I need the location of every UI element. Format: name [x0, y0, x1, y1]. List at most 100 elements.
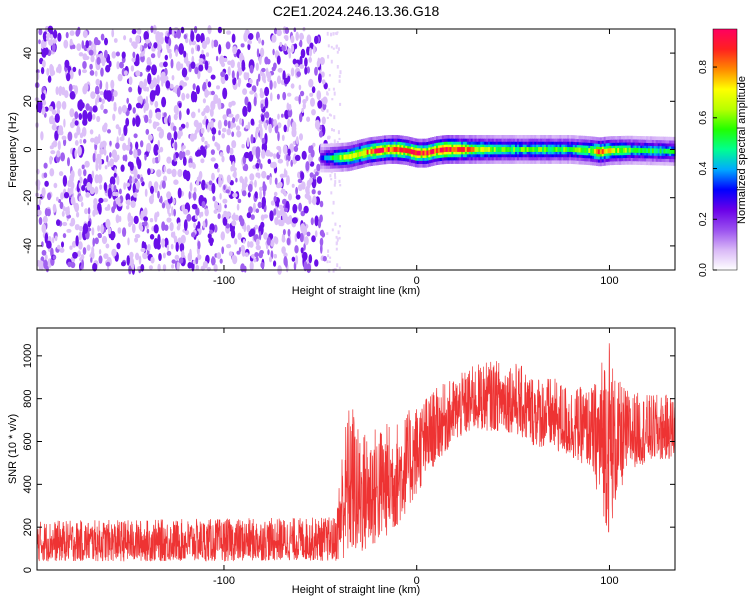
noise-cell [91, 170, 95, 179]
noise-cell [260, 221, 265, 229]
noise-cell [161, 180, 166, 189]
noise-cell [212, 135, 216, 142]
noise-cell [335, 241, 338, 246]
noise-cell [104, 165, 108, 170]
noise-cell [264, 97, 269, 109]
noise-cell [251, 253, 256, 259]
noise-cell [222, 216, 228, 226]
y-tick-label: 600 [22, 432, 34, 450]
signal-cell [623, 147, 626, 153]
noise-cell [126, 97, 129, 104]
noise-cell [95, 98, 98, 107]
noise-cell [290, 67, 295, 77]
noise-cell [210, 157, 216, 162]
noise-cell [273, 195, 277, 202]
noise-cell [82, 247, 87, 255]
noise-cell [152, 121, 157, 130]
noise-cell [309, 145, 313, 151]
noise-cell [152, 90, 158, 96]
noise-cell [38, 217, 43, 225]
noise-cell [192, 191, 197, 201]
noise-cell [89, 70, 95, 76]
noise-cell [135, 70, 141, 77]
noise-cell [242, 105, 248, 117]
noise-cell [221, 246, 225, 255]
noise-cell [128, 175, 133, 185]
noise-cell [232, 77, 237, 86]
noise-cell [318, 130, 323, 138]
noise-cell [263, 112, 268, 117]
noise-cell [105, 218, 111, 229]
noise-cell [336, 50, 339, 54]
noise-cell [300, 223, 306, 233]
noise-cell [267, 249, 270, 256]
noise-cell [77, 168, 82, 177]
noise-cell [220, 71, 226, 78]
noise-cell [176, 261, 180, 272]
noise-cell [294, 63, 299, 68]
noise-cell [211, 39, 215, 49]
colorbar-tick-label: 0.0 [698, 263, 709, 277]
noise-cell [287, 92, 292, 97]
noise-cell [59, 201, 64, 210]
noise-cell [287, 108, 293, 118]
noise-cell [154, 100, 159, 108]
signal-cell [634, 148, 637, 153]
spectrogram-y-ticks: -40 -20 0 20 40 [22, 47, 675, 254]
snr-panel: -100 0 100 0 200 400 600 800 1000 Height of str… [7, 327, 676, 596]
noise-cell [117, 227, 122, 234]
noise-cell [259, 186, 263, 191]
noise-cell [171, 168, 177, 178]
noise-cell [207, 81, 212, 88]
noise-cell [292, 203, 298, 214]
noise-cell [270, 240, 275, 247]
spectrogram-signal-layer [320, 135, 676, 173]
signal-cell [669, 148, 672, 154]
signal-cell [385, 147, 389, 152]
noise-cell [202, 221, 206, 229]
noise-cell [76, 211, 80, 218]
noise-cell [336, 31, 339, 34]
noise-cell [294, 154, 301, 161]
noise-cell [278, 219, 282, 227]
noise-cell [181, 204, 185, 212]
noise-cell [144, 154, 147, 161]
noise-cell [274, 236, 279, 245]
noise-cell [287, 47, 291, 54]
noise-cell [159, 184, 162, 190]
noise-cell [173, 235, 178, 244]
noise-cell [59, 247, 65, 253]
noise-cell [281, 45, 286, 52]
noise-cell [314, 66, 318, 76]
noise-cell [104, 49, 108, 59]
noise-cell [330, 178, 333, 181]
noise-cell [113, 90, 118, 97]
noise-cell [119, 61, 124, 69]
noise-cell [113, 200, 117, 210]
noise-cell [103, 108, 108, 114]
noise-cell [51, 109, 57, 115]
noise-cell [169, 83, 174, 89]
noise-cell [67, 179, 73, 188]
signal-cell [424, 150, 427, 156]
noise-cell [231, 255, 236, 261]
noise-cell [261, 149, 266, 159]
y-tick-label: -40 [22, 238, 34, 254]
noise-cell [183, 219, 188, 232]
noise-cell [259, 90, 265, 99]
noise-cell [217, 119, 222, 130]
noise-cell [163, 175, 167, 182]
noise-cell [215, 55, 219, 62]
noise-cell [129, 161, 134, 171]
noise-cell [42, 215, 48, 224]
signal-cell [499, 147, 503, 152]
noise-cell [40, 131, 44, 141]
noise-cell [65, 209, 70, 216]
noise-cell [99, 184, 103, 190]
noise-cell [179, 242, 185, 253]
noise-cell [263, 79, 267, 84]
noise-cell [179, 130, 183, 137]
signal-cell [661, 148, 664, 154]
noise-cell [265, 149, 271, 157]
noise-cell [264, 122, 268, 131]
